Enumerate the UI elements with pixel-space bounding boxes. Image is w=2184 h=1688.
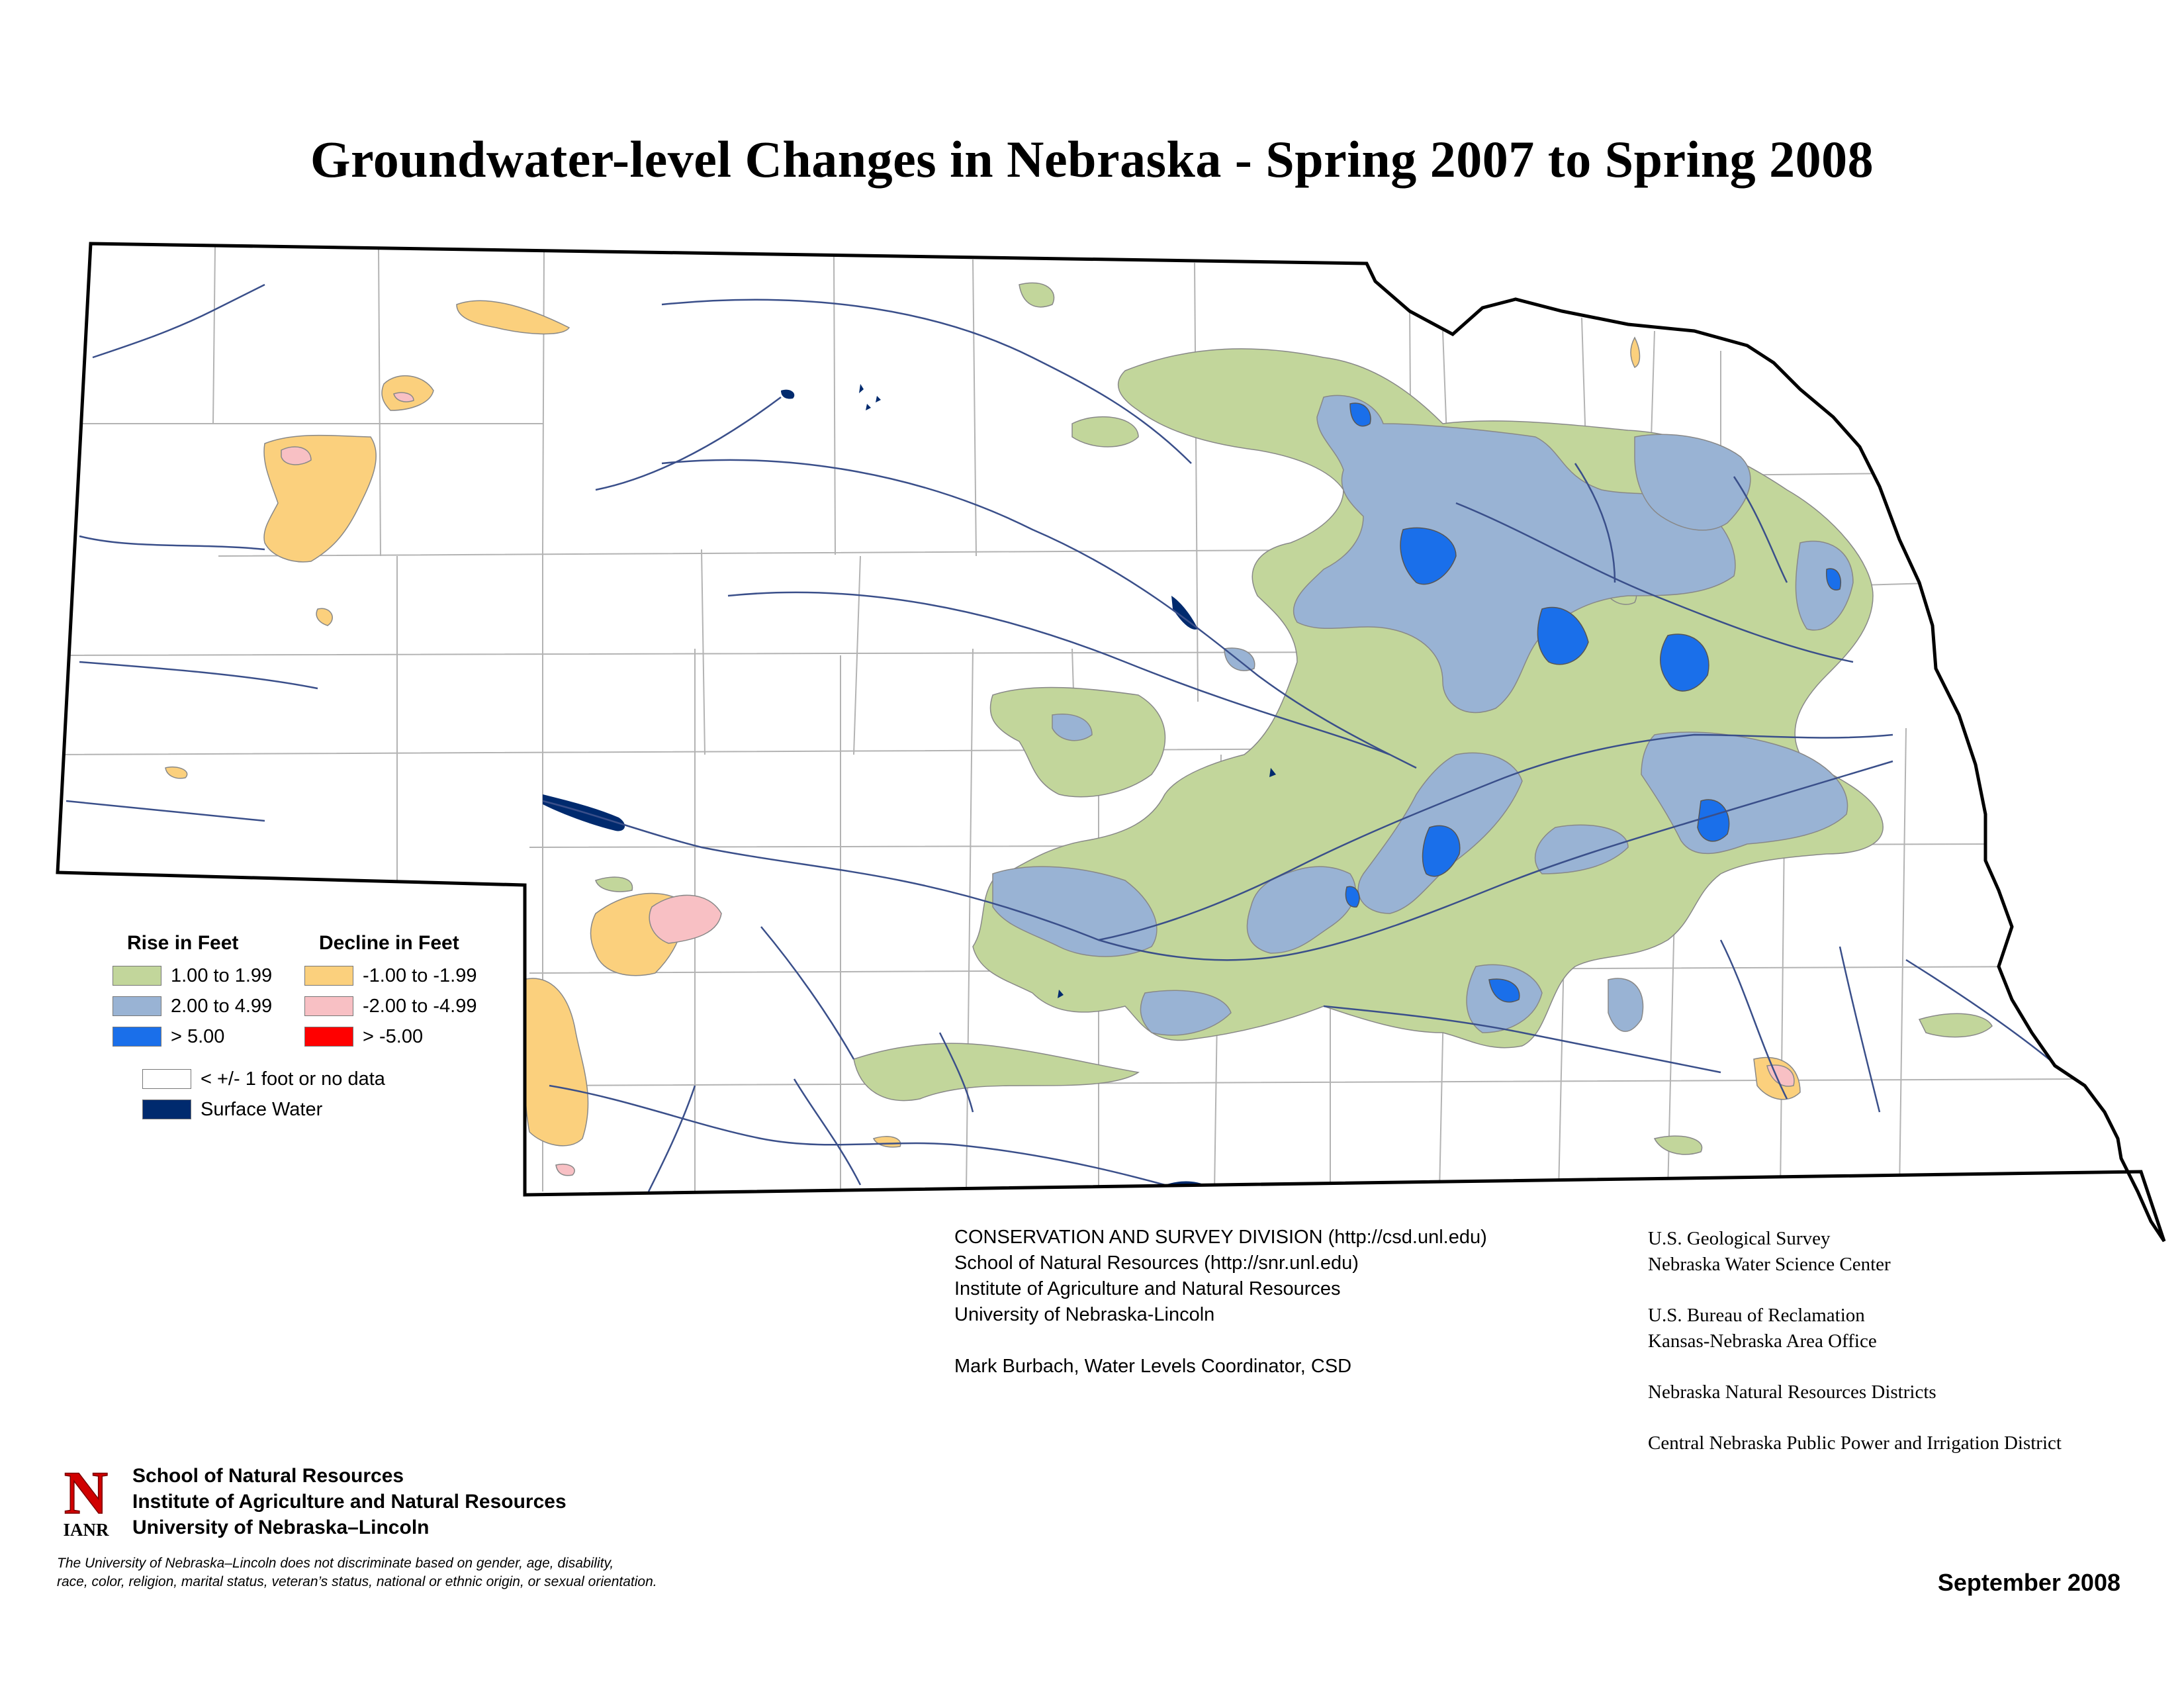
- decline-1-2ft-areas: [165, 300, 1801, 1148]
- partner-line: Kansas-Nebraska Area Office: [1648, 1331, 1877, 1352]
- partner-gap: [1648, 1405, 2062, 1430]
- map-title: Groundwater-level Changes in Nebraska - …: [310, 130, 1874, 188]
- legend: Rise in Feet Decline in Feet 1.00 to 1.9…: [113, 932, 523, 1150]
- disclaimer-line: race, color, religion, marital status, v…: [57, 1574, 657, 1589]
- rise-3-swatch: [113, 1027, 161, 1047]
- logo-text: IANR: [63, 1520, 109, 1538]
- legend-item-no-change: < +/- 1 foot or no data: [142, 1068, 385, 1090]
- organization-block: School of Natural Resources Institute of…: [132, 1463, 567, 1540]
- no-change-swatch: [142, 1069, 191, 1089]
- surface-water-label: Surface Water: [201, 1098, 323, 1120]
- partner-gap: [1648, 1354, 2062, 1380]
- legend-item-decline-1: -1.00 to -1.99: [304, 965, 477, 986]
- rise-heading: Rise in Feet: [127, 932, 239, 954]
- org-line: University of Nebraska–Lincoln: [132, 1517, 430, 1538]
- partner-line: Central Nebraska Public Power and Irriga…: [1648, 1432, 2062, 1454]
- decline-3-swatch: [304, 1027, 353, 1047]
- no-change-label: < +/- 1 foot or no data: [201, 1068, 385, 1090]
- rise-over-5ft-areas: [1345, 402, 1841, 1003]
- credit-spacer: [954, 1328, 1487, 1354]
- credits-block: CONSERVATION AND SURVEY DIVISION (http:/…: [954, 1225, 1487, 1380]
- partner-line: Nebraska Water Science Center: [1648, 1254, 1891, 1275]
- credit-line: Institute of Agriculture and Natural Res…: [954, 1278, 1341, 1299]
- partner-line: Nebraska Natural Resources Districts: [1648, 1382, 1936, 1403]
- org-line: Institute of Agriculture and Natural Res…: [132, 1491, 567, 1513]
- org-line: School of Natural Resources: [132, 1465, 404, 1487]
- legend-item-decline-3: > -5.00: [304, 1026, 423, 1047]
- rise-2-swatch: [113, 996, 161, 1016]
- legend-item-rise-1: 1.00 to 1.99: [113, 965, 272, 986]
- unl-ianr-logo: N IANR: [63, 1463, 109, 1538]
- partner-gap: [1648, 1278, 2062, 1303]
- disclaimer-line: The University of Nebraska–Lincoln does …: [57, 1556, 614, 1571]
- decline-1-swatch: [304, 966, 353, 986]
- decline-2-swatch: [304, 996, 353, 1016]
- decline-3-label: > -5.00: [363, 1025, 424, 1047]
- legend-item-rise-3: > 5.00: [113, 1026, 224, 1047]
- rise-1-label: 1.00 to 1.99: [171, 964, 273, 986]
- disclaimer: The University of Nebraska–Lincoln does …: [57, 1554, 851, 1591]
- credit-line: Mark Burbach, Water Levels Coordinator, …: [954, 1356, 1352, 1377]
- rise-3-label: > 5.00: [171, 1025, 225, 1047]
- legend-item-rise-2: 2.00 to 4.99: [113, 996, 272, 1017]
- credit-line: School of Natural Resources (http://snr.…: [954, 1252, 1359, 1274]
- legend-item-surface-water: Surface Water: [142, 1099, 322, 1120]
- credit-line: CONSERVATION AND SURVEY DIVISION (http:/…: [954, 1227, 1487, 1248]
- surface-water-swatch: [142, 1100, 191, 1119]
- rise-2-label: 2.00 to 4.99: [171, 995, 273, 1017]
- state-border: [56, 242, 2166, 1243]
- publication-date: September 2008: [1937, 1569, 2120, 1596]
- credit-line: University of Nebraska-Lincoln: [954, 1304, 1215, 1325]
- partner-line: U.S. Geological Survey: [1648, 1228, 1831, 1249]
- partner-line: U.S. Bureau of Reclamation: [1648, 1305, 1865, 1326]
- logo-letter: N: [64, 1463, 108, 1526]
- decline-1-label: -1.00 to -1.99: [363, 964, 477, 986]
- decline-heading: Decline in Feet: [319, 932, 459, 954]
- legend-item-decline-2: -2.00 to -4.99: [304, 996, 477, 1017]
- partners-block: U.S. Geological Survey Nebraska Water Sc…: [1648, 1226, 2062, 1456]
- rise-1-swatch: [113, 966, 161, 986]
- decline-2-label: -2.00 to -4.99: [363, 995, 477, 1017]
- rivers: [66, 283, 2066, 1192]
